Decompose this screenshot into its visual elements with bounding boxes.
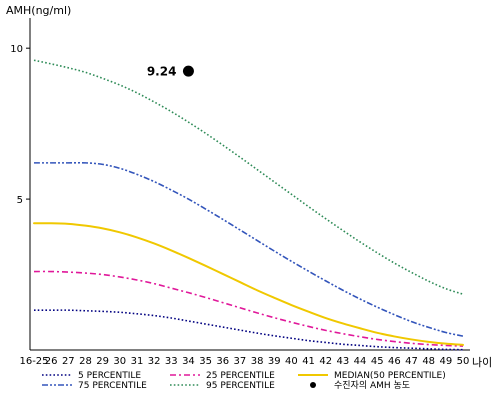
legend-marker-highlight — [310, 382, 316, 388]
x-tick-label: 43 — [337, 356, 350, 367]
x-tick-label: 49 — [439, 356, 452, 367]
legend-label-5-percentile: 5 PERCENTILE — [78, 371, 141, 381]
x-tick-label: 48 — [422, 356, 435, 367]
highlight-point-label: 9.24 — [147, 65, 177, 79]
x-tick-label: 39 — [268, 356, 281, 367]
y-tick-label: 10 — [10, 44, 23, 55]
y-tick-group: 5 10 — [10, 44, 30, 206]
x-tick-label: 38 — [251, 356, 264, 367]
x-tick-label: 34 — [182, 356, 195, 367]
series-line-median-50-percentile — [33, 222, 464, 346]
x-tick-label: 45 — [371, 356, 384, 367]
x-tick-label: 29 — [96, 356, 109, 367]
x-tick-label: 35 — [199, 356, 212, 367]
x-tick-label: 50 — [457, 356, 470, 367]
series-line-95-percentile — [33, 59, 464, 295]
x-tick-label: 47 — [405, 356, 418, 367]
x-tick-label: 40 — [285, 356, 298, 367]
x-tick-label: 27 — [62, 356, 75, 367]
x-tick-label: 26 — [45, 356, 58, 367]
x-tick-label: 31 — [131, 356, 144, 367]
y-tick-label: 5 — [17, 195, 23, 206]
x-tick-label: 42 — [319, 356, 332, 367]
series-line-25-percentile — [33, 270, 464, 347]
highlight-point — [182, 65, 194, 77]
series-group — [33, 59, 464, 351]
legend-label-95-percentile: 95 PERCENTILE — [206, 381, 275, 391]
legend-label-median-50-percentile: MEDIAN(50 PERCENTILE) — [334, 371, 446, 381]
series-line-75-percentile — [34, 161, 464, 337]
x-tick-label: 44 — [354, 356, 367, 367]
x-tick-label: 33 — [165, 356, 178, 367]
x-tick-label: 32 — [148, 356, 161, 367]
y-axis-title: AMH(ng/ml) — [6, 4, 71, 17]
x-tick-label: 28 — [79, 356, 92, 367]
highlight-group: 9.24 — [147, 65, 194, 79]
x-tick-label: 46 — [388, 356, 401, 367]
series-line-5-percentile — [33, 309, 464, 351]
x-tick-label: 36 — [216, 356, 229, 367]
x-tick-label: 41 — [302, 356, 315, 367]
legend: 5 PERCENTILE 25 PERCENTILE MEDIAN(50 PERCE… — [42, 371, 446, 391]
legend-label-75-percentile: 75 PERCENTILE — [78, 381, 147, 391]
x-tick-label: 37 — [234, 356, 247, 367]
x-tick-label: 30 — [113, 356, 126, 367]
legend-label-25-percentile: 25 PERCENTILE — [206, 371, 275, 381]
legend-label-수진자의-amh-농도: 수진자의 AMH 농도 — [334, 380, 410, 391]
x-tick-label: 16-25 — [19, 356, 48, 367]
x-axis-title: 나이 — [472, 356, 492, 369]
